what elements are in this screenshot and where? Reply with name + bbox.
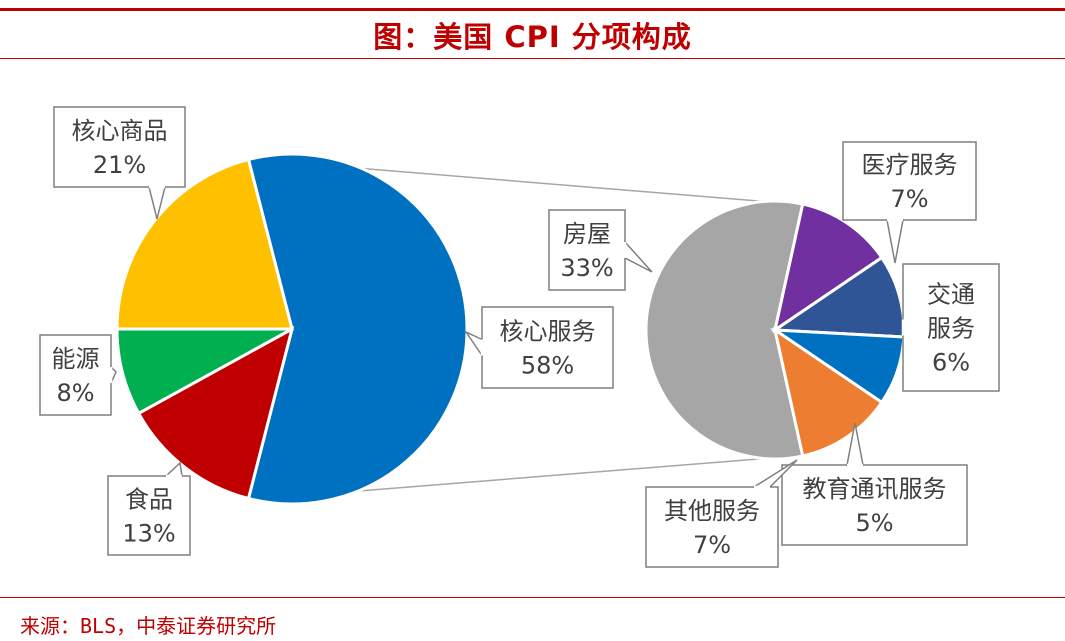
bottom-rule — [0, 597, 1065, 598]
sub-slice-4-callout-box — [645, 486, 779, 568]
chart-title: 图：美国 CPI 分项构成 — [373, 20, 692, 54]
main-slice-0-name-label: 核心服务 — [500, 318, 596, 346]
main-pie-slice-3 — [115, 157, 294, 331]
main-slice-3-name-label: 核心商品 — [72, 117, 168, 145]
sub-slice-0-value-label: 33% — [560, 254, 613, 282]
sub-slice-3-callout: 教育通讯服务 5% — [781, 422, 968, 546]
main-slice-1-callout: 食品 13% — [107, 461, 191, 556]
sub-slice-0-callout-pointer — [624, 240, 653, 273]
sub-slice-1-callout-box — [842, 141, 977, 221]
sub-slice-1-name-label: 医疗服务 — [862, 151, 958, 179]
main-slice-2-value-label: 8% — [56, 379, 94, 407]
main-slice-0-callout: 核心服务 58% — [463, 306, 614, 389]
sub-slice-0-name-label: 房屋 — [563, 220, 611, 248]
sub-slice-2-name-label: 交通 — [927, 281, 975, 309]
main-slice-3-callout-box — [53, 106, 186, 188]
sub-pie-slice-1 — [772, 202, 884, 334]
main-slice-1-callout-box — [107, 475, 191, 556]
main-slice-2-name-label: 能源 — [52, 345, 100, 373]
sub-slice-3-callout-box — [781, 464, 968, 546]
sub-pie — [644, 199, 906, 461]
main-slice-0-value-label: 58% — [521, 352, 574, 380]
sub-slice-4-value-label: 7% — [693, 531, 731, 559]
sub-slice-2-callout-box — [902, 263, 1000, 392]
sub-pie-slice-0 — [644, 199, 805, 461]
sub-slice-2-name-label: 服务 — [927, 315, 975, 343]
sub-slice-3-name-label: 教育通讯服务 — [803, 475, 947, 503]
main-slice-3-value-label: 21% — [93, 151, 146, 179]
sub-slice-2-value-label: 6% — [932, 349, 970, 377]
main-slice-1-value-label: 13% — [122, 520, 175, 548]
sub-slice-0-callout-box — [548, 209, 626, 291]
main-slice-0-callout-pointer — [463, 330, 483, 358]
sub-slice-3-value-label: 5% — [855, 509, 893, 537]
sub-slice-4-name-label: 其他服务 — [664, 497, 760, 525]
title-underline — [0, 58, 1065, 59]
sub-slice-0-callout: 房屋 33% — [548, 209, 653, 291]
top-rule — [0, 8, 1065, 11]
main-slice-2-callout: 能源 8% — [39, 334, 117, 416]
main-pie-slice-1 — [136, 326, 295, 501]
main-slice-1-callout-pointer — [164, 461, 183, 477]
main-pie — [115, 152, 469, 506]
sub-slice-4-callout: 其他服务 7% — [645, 459, 798, 568]
main-slice-3-callout: 核心商品 21% — [53, 106, 186, 220]
sub-slice-1-callout-pointer — [886, 219, 904, 264]
main-pie-slice-0 — [246, 152, 469, 506]
sub-slice-1-value-label: 7% — [890, 185, 928, 213]
main-slice-1-name-label: 食品 — [125, 486, 173, 514]
source-note: 来源：BLS，中泰证券研究所 — [20, 614, 277, 638]
sub-slice-1-callout: 医疗服务 7% — [842, 141, 977, 264]
